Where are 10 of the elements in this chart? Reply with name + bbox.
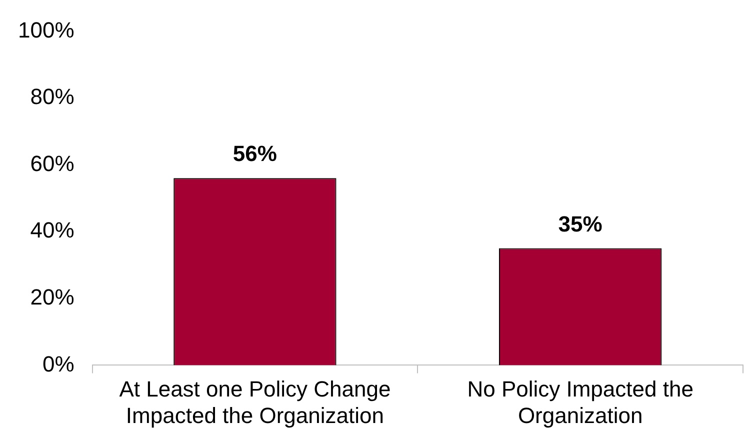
y-tick-label: 100% [18, 17, 74, 42]
y-tick-label: 80% [30, 84, 74, 110]
y-tick-label: 20% [30, 284, 74, 310]
x-tick-label: No Policy Impacted the Organization [467, 376, 694, 428]
y-tick-label: 40% [30, 218, 74, 243]
y-tick-label: 0% [42, 351, 74, 376]
y-tick-label: 60% [30, 150, 74, 176]
data-label: 56% [232, 141, 277, 166]
x-tick-label: At Least one Policy Change Impacted the Organization [119, 376, 391, 428]
data-label: 35% [558, 211, 602, 236]
